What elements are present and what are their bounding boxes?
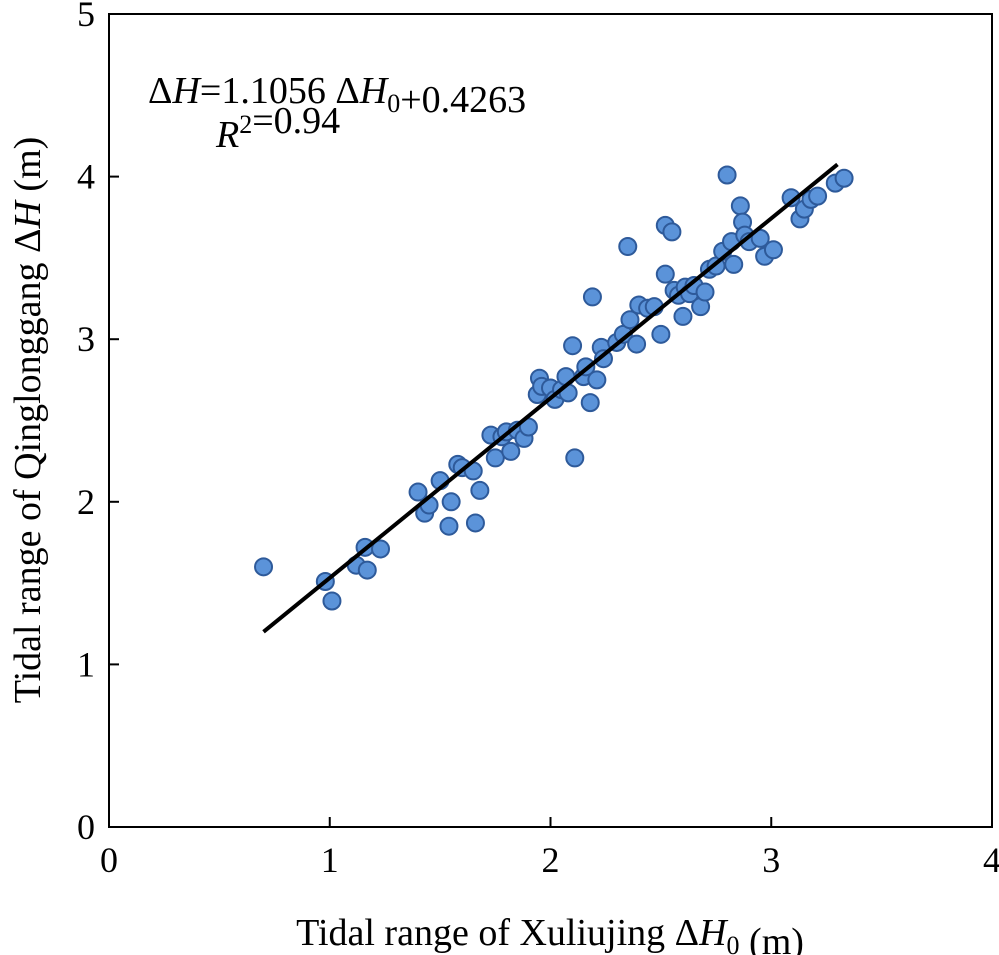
data-point bbox=[485, 448, 505, 468]
x-tick-label: 1 bbox=[321, 840, 339, 880]
data-point bbox=[662, 222, 682, 242]
y-tick-label: 0 bbox=[77, 807, 95, 847]
x-tick-label: 0 bbox=[100, 840, 118, 880]
y-tick-label: 4 bbox=[77, 157, 95, 197]
data-point bbox=[620, 310, 640, 330]
data-point bbox=[563, 336, 583, 356]
data-point bbox=[441, 492, 461, 512]
data-point bbox=[357, 560, 377, 580]
y-tick-label: 3 bbox=[77, 319, 95, 359]
data-point bbox=[501, 441, 521, 461]
data-point bbox=[695, 282, 715, 302]
data-point bbox=[627, 334, 647, 354]
data-point bbox=[618, 237, 638, 257]
data-point bbox=[565, 448, 585, 468]
regression-line bbox=[262, 162, 839, 634]
x-tick-label: 4 bbox=[983, 840, 999, 880]
data-point bbox=[371, 539, 391, 559]
y-axis-ticks: 0 1 2 3 4 5 bbox=[77, 0, 119, 847]
data-point bbox=[580, 393, 600, 413]
x-tick-label: 2 bbox=[542, 840, 560, 880]
data-point bbox=[724, 254, 744, 274]
data-point bbox=[651, 324, 671, 344]
y-tick-label: 5 bbox=[77, 0, 95, 34]
data-point bbox=[254, 557, 274, 577]
data-point bbox=[717, 165, 737, 185]
data-point bbox=[673, 306, 693, 326]
x-axis-label: Tidal range of Xuliujing ΔH0 (m) bbox=[296, 912, 804, 955]
data-point bbox=[408, 482, 428, 502]
data-point bbox=[322, 591, 342, 611]
data-point bbox=[439, 516, 459, 536]
data-point bbox=[763, 240, 783, 260]
y-tick-label: 1 bbox=[77, 644, 95, 684]
data-point bbox=[465, 513, 485, 533]
data-point bbox=[655, 264, 675, 284]
data-point bbox=[470, 480, 490, 500]
data-point bbox=[587, 370, 607, 390]
r-squared-annotation: R2=0.94 bbox=[215, 100, 340, 156]
data-points bbox=[254, 165, 854, 611]
data-point bbox=[834, 168, 854, 188]
x-tick-label: 3 bbox=[762, 840, 780, 880]
data-point bbox=[593, 349, 613, 369]
regression-equation: ΔH=1.1056 ΔH0+0.4263 bbox=[148, 70, 526, 121]
y-tick-label: 2 bbox=[77, 482, 95, 522]
y-axis-label: Tidal range of Qinglonggang ΔH (m) bbox=[7, 137, 49, 704]
data-point bbox=[808, 186, 828, 206]
x-axis-ticks: 0 1 2 3 4 bbox=[100, 817, 999, 880]
data-point bbox=[730, 196, 750, 216]
data-point bbox=[582, 287, 602, 307]
